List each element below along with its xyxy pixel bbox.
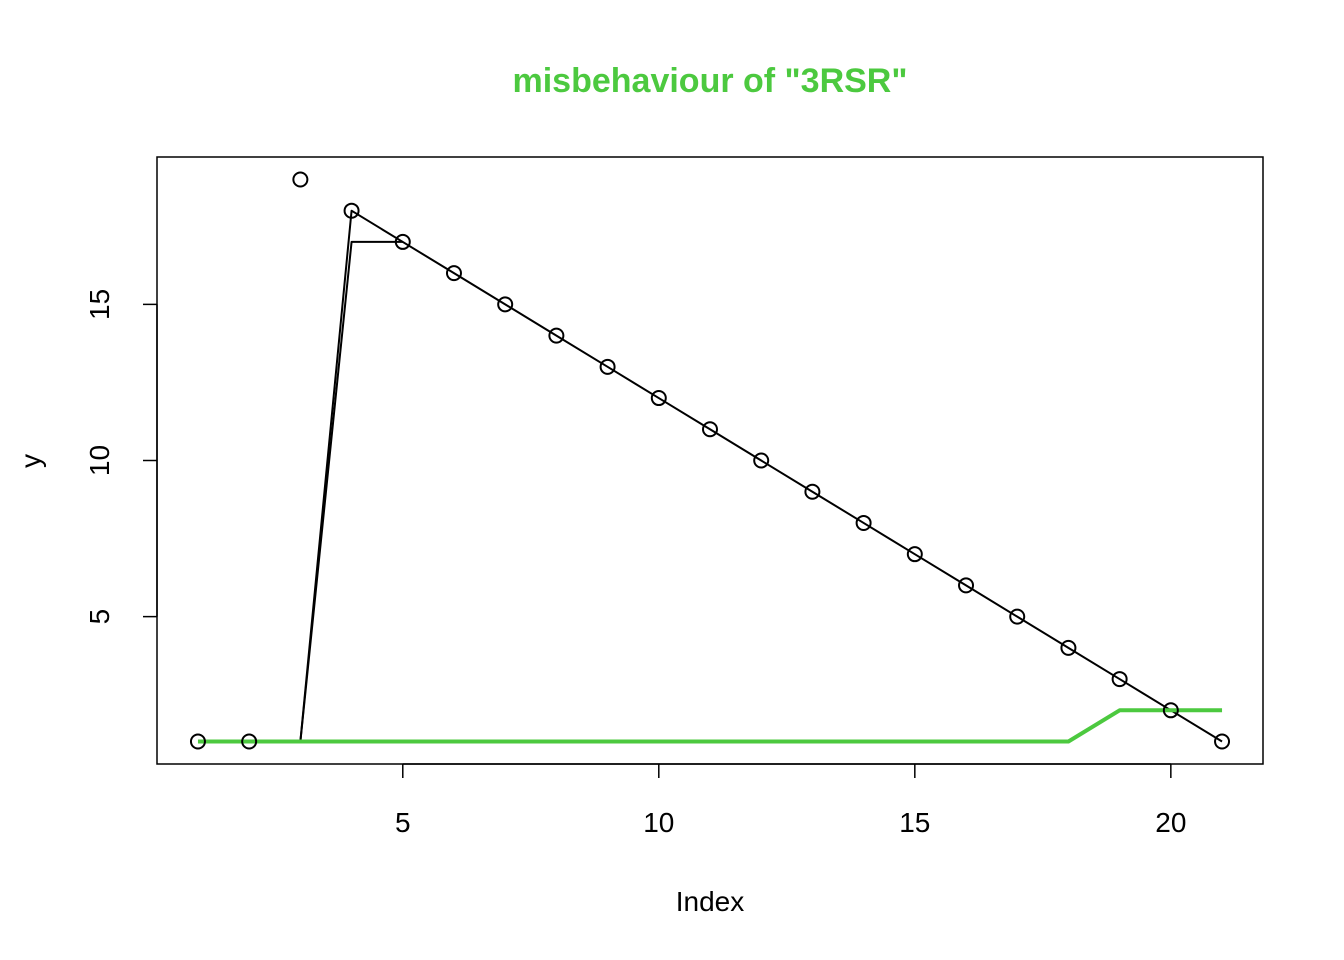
data-point (650, 390, 667, 407)
x-axis-title: Index (676, 886, 745, 917)
series-layer (197, 209, 1223, 744)
data-point (906, 546, 923, 563)
y-tick-label: 10 (84, 445, 115, 476)
data-point (753, 452, 770, 469)
data-point (189, 733, 206, 750)
data-point (1111, 671, 1128, 688)
data-point (804, 483, 821, 500)
smoothed-series-line (197, 708, 1223, 744)
data-point (1214, 733, 1231, 750)
data-point (1009, 608, 1026, 625)
x-axis: 5 10 15 20 (395, 763, 1186, 838)
data-point (1162, 702, 1179, 719)
series-line-1 (299, 209, 1223, 743)
data-point (548, 327, 565, 344)
data-point (1060, 639, 1077, 656)
data-point (241, 733, 258, 750)
points-layer (189, 171, 1231, 750)
y-axis: 5 10 15 (84, 289, 158, 625)
data-point (599, 358, 616, 375)
data-point (394, 233, 411, 250)
plot-frame (156, 156, 1264, 765)
y-tick-label: 15 (84, 289, 115, 320)
data-point (445, 265, 462, 282)
x-tick-label: 5 (395, 807, 411, 838)
data-point (702, 421, 718, 438)
x-tick-label: 20 (1155, 807, 1186, 838)
x-tick-label: 10 (643, 807, 674, 838)
y-tick-label: 5 (84, 609, 115, 625)
data-point (292, 171, 309, 188)
y-axis-title: y (15, 454, 46, 468)
data-point (343, 202, 360, 219)
data-point (958, 577, 975, 594)
series-line-2 (299, 240, 403, 742)
chart-title: misbehaviour of "3RSR" (513, 62, 908, 100)
data-point (855, 514, 872, 531)
x-tick-label: 15 (899, 807, 930, 838)
data-point (497, 296, 514, 313)
